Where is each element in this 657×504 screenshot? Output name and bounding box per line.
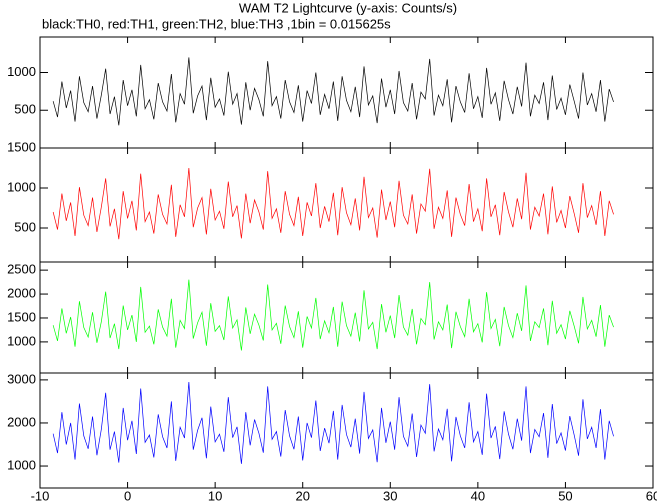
y-tick-label: 1500 bbox=[7, 309, 36, 324]
light-curve bbox=[52, 167, 614, 240]
y-tick-label: 1000 bbox=[7, 457, 36, 472]
y-tick-label: 3000 bbox=[7, 371, 36, 386]
x-tick-label: 40 bbox=[471, 488, 485, 503]
x-tick-label: 30 bbox=[383, 488, 397, 503]
y-tick-label: 2000 bbox=[7, 285, 36, 300]
x-tick-label: -10 bbox=[31, 488, 50, 503]
x-tick-label: 60 bbox=[646, 488, 657, 503]
light-curve bbox=[52, 57, 614, 126]
y-tick-label: 1000 bbox=[7, 333, 36, 348]
y-tick-label: 1500 bbox=[7, 139, 36, 154]
panel-frame bbox=[39, 261, 654, 374]
panel-frame bbox=[39, 36, 654, 149]
light-curve bbox=[52, 382, 614, 464]
x-tick-label: 0 bbox=[124, 488, 131, 503]
chart-subtitle: black:TH0, red:TH1, green:TH2, blue:TH3 … bbox=[42, 16, 391, 31]
panel-frame bbox=[39, 372, 654, 489]
y-tick-label: 2500 bbox=[7, 262, 36, 277]
light-curve bbox=[52, 279, 614, 351]
y-tick-label: 2000 bbox=[7, 414, 36, 429]
panel-frame bbox=[39, 147, 654, 263]
chart-title: WAM T2 Lightcurve (y-axis: Counts/s) bbox=[239, 0, 457, 15]
y-tick-label: 1000 bbox=[7, 179, 36, 194]
x-tick-label: 50 bbox=[558, 488, 572, 503]
y-tick-label: 500 bbox=[14, 219, 36, 234]
x-tick-label: 10 bbox=[208, 488, 222, 503]
y-tick-label: 500 bbox=[14, 102, 36, 117]
x-tick-label: 20 bbox=[295, 488, 309, 503]
y-tick-label: 1000 bbox=[7, 64, 36, 79]
